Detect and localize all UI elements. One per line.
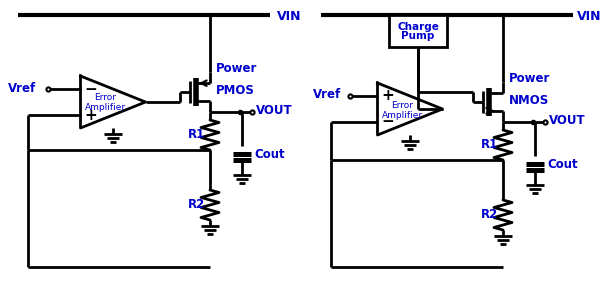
Text: VOUT: VOUT bbox=[256, 104, 293, 117]
Text: Amplifier: Amplifier bbox=[84, 104, 125, 113]
Text: Power: Power bbox=[509, 73, 550, 86]
Bar bbox=[389, 15, 447, 47]
Text: −: − bbox=[381, 115, 394, 129]
Text: −: − bbox=[84, 82, 97, 96]
Text: Vref: Vref bbox=[313, 88, 341, 102]
Text: Power: Power bbox=[216, 63, 258, 75]
Text: R2: R2 bbox=[481, 208, 498, 222]
Text: Charge: Charge bbox=[397, 22, 439, 32]
Text: +: + bbox=[84, 108, 97, 123]
Text: R1: R1 bbox=[481, 139, 498, 152]
Text: NMOS: NMOS bbox=[509, 94, 549, 106]
Text: +: + bbox=[381, 88, 394, 104]
Text: VIN: VIN bbox=[577, 9, 602, 22]
Text: R1: R1 bbox=[188, 129, 205, 141]
Text: Error: Error bbox=[391, 100, 413, 110]
Text: PMOS: PMOS bbox=[216, 84, 255, 96]
Text: Error: Error bbox=[94, 94, 116, 102]
Text: R2: R2 bbox=[188, 199, 205, 212]
Text: VIN: VIN bbox=[277, 9, 302, 22]
Text: Amplifier: Amplifier bbox=[381, 110, 422, 119]
Text: Cout: Cout bbox=[254, 148, 285, 162]
Text: VOUT: VOUT bbox=[549, 115, 585, 127]
Text: Cout: Cout bbox=[547, 158, 578, 172]
Text: Pump: Pump bbox=[401, 31, 435, 41]
Text: Vref: Vref bbox=[8, 82, 36, 94]
